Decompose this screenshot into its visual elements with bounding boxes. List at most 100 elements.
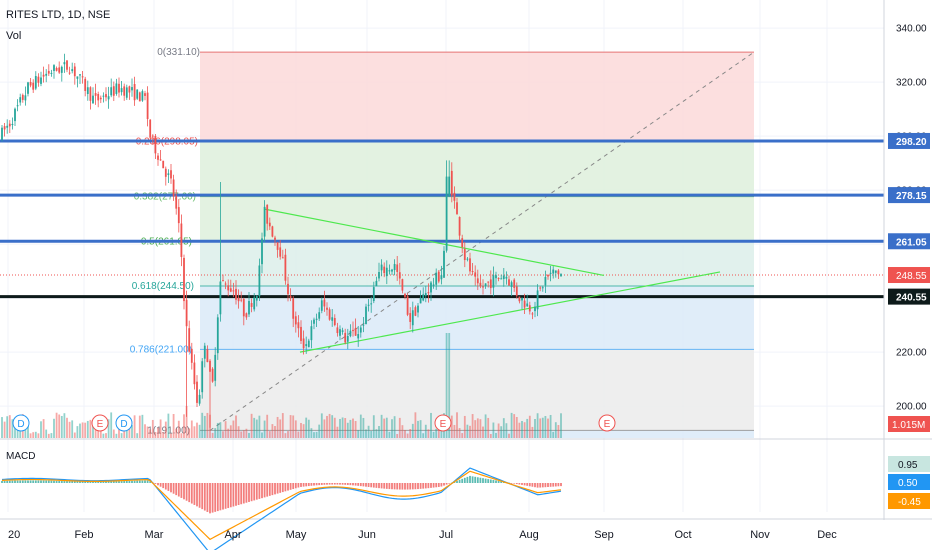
volume-bar	[344, 418, 347, 438]
candle-body	[138, 92, 141, 102]
candle-body	[196, 381, 198, 403]
volume-bar	[107, 419, 110, 438]
volume-bar	[463, 415, 466, 438]
triangle-upper-line	[263, 208, 605, 277]
macd-histogram-bar	[84, 481, 87, 483]
volume-bar	[242, 430, 245, 438]
volume-bar	[411, 423, 414, 438]
candle-body	[112, 86, 115, 96]
volume-bar	[539, 418, 542, 438]
macd-histogram-bar	[443, 483, 445, 486]
macd-histogram-bar	[404, 483, 406, 490]
volume-bar	[430, 412, 432, 438]
volume-bar	[372, 415, 375, 438]
candle-body	[554, 270, 557, 273]
macd-histogram-bar	[554, 483, 557, 487]
y-axis-tick-label: 320.00	[896, 78, 927, 89]
macd-histogram-bar	[203, 483, 206, 511]
volume-bar	[448, 333, 451, 438]
candle-body	[279, 247, 282, 257]
candle-body	[432, 284, 435, 286]
volume-tag-label: 1.015M	[892, 420, 925, 431]
macd-histogram-bar	[396, 483, 399, 490]
candle-body	[29, 81, 32, 86]
volume-bar	[385, 417, 388, 438]
volume-bar	[518, 422, 521, 438]
symbol-title: RITES LTD, 1D, NSE	[6, 9, 111, 21]
volume-bar	[510, 412, 513, 438]
macd-histogram-bar	[146, 480, 149, 483]
volume-bar	[328, 413, 331, 438]
macd-histogram-bar	[539, 483, 542, 488]
candle-body	[375, 280, 378, 287]
macd-histogram-bar	[367, 483, 370, 487]
volume-bar	[432, 431, 435, 438]
candle-body	[346, 336, 349, 342]
macd-histogram-bar	[133, 480, 136, 483]
macd-histogram-bar	[534, 483, 536, 488]
volume-bar	[3, 421, 6, 438]
event-marker-label: E	[97, 419, 104, 430]
macd-histogram-bar	[235, 483, 237, 506]
macd-histogram-bar	[495, 480, 497, 483]
macd-histogram-bar	[32, 480, 35, 483]
macd-histogram-bar	[484, 478, 487, 483]
candle-body	[300, 326, 302, 341]
macd-histogram-bar	[523, 483, 526, 486]
volume-bar	[401, 425, 404, 438]
candle-body	[133, 83, 136, 101]
macd-histogram-bar	[294, 483, 297, 489]
macd-histogram-bar	[385, 483, 388, 489]
macd-histogram-bar	[240, 483, 243, 505]
macd-histogram-bar	[336, 483, 339, 485]
macd-axis-tag	[888, 493, 930, 509]
event-marker-label: D	[17, 419, 24, 430]
candle-body	[396, 264, 399, 272]
candle-body	[198, 394, 201, 404]
macd-histogram-bar	[378, 483, 380, 489]
volume-bar	[526, 418, 529, 438]
macd-histogram-bar	[190, 483, 193, 504]
volume-bar	[53, 418, 55, 438]
candle-body	[164, 168, 167, 177]
volume-bar	[222, 431, 224, 438]
candle-body	[144, 93, 146, 96]
candle-body	[422, 294, 425, 301]
candle-body	[510, 282, 513, 287]
candle-body	[435, 272, 438, 285]
macd-histogram-bar	[557, 483, 560, 487]
volume-bar	[549, 414, 552, 438]
macd-histogram-bar	[521, 483, 523, 485]
volume-bar	[138, 415, 141, 438]
macd-histogram-bar	[209, 483, 211, 514]
volume-bar	[79, 423, 81, 438]
macd-histogram-bar	[541, 483, 544, 488]
macd-histogram-bar	[6, 480, 9, 483]
candle-body	[128, 86, 131, 93]
candle-body	[417, 305, 419, 313]
candle-body	[333, 318, 336, 326]
volume-bar	[198, 424, 201, 438]
last-price-tag-label: 248.55	[896, 271, 927, 282]
volume-bar	[271, 424, 274, 438]
fib-zone	[200, 52, 754, 142]
volume-bar	[370, 430, 373, 438]
volume-bar	[149, 429, 152, 438]
macd-histogram-bar	[255, 483, 258, 500]
volume-bar	[500, 426, 503, 438]
candle-body	[541, 287, 544, 289]
volume-bar	[552, 431, 555, 438]
candle-body	[125, 87, 128, 98]
macd-histogram-bar	[196, 483, 198, 507]
macd-histogram-bar	[245, 483, 248, 503]
volume-bar	[144, 424, 146, 438]
candle-body	[380, 264, 383, 271]
macd-histogram-bar	[536, 483, 539, 488]
macd-histogram-bar	[120, 481, 123, 483]
macd-histogram-bar	[383, 483, 386, 489]
macd-histogram-bar	[440, 483, 443, 487]
macd-histogram-bar	[409, 483, 412, 490]
candle-body	[21, 94, 24, 100]
